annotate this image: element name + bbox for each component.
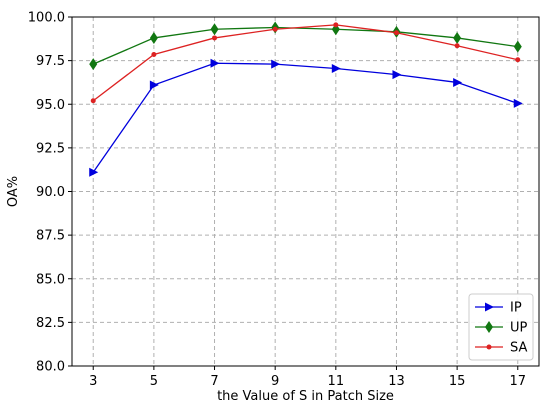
legend-item-up: UP bbox=[475, 321, 528, 336]
data-point-ip bbox=[271, 59, 281, 69]
x-axis-label: the Value of S in Patch Size bbox=[217, 389, 394, 404]
series-ip bbox=[89, 58, 523, 177]
x-tick-label: 5 bbox=[150, 374, 158, 389]
data-point-ip bbox=[210, 58, 220, 68]
y-tick-label: 92.5 bbox=[36, 141, 65, 156]
y-tick-label: 100.0 bbox=[28, 11, 65, 26]
data-point-up bbox=[89, 58, 98, 71]
data-point-up bbox=[210, 23, 219, 36]
data-point-up bbox=[513, 40, 522, 53]
legend: IP UP SA bbox=[468, 293, 534, 361]
data-point-ip bbox=[392, 70, 402, 80]
legend-marker bbox=[485, 302, 494, 312]
legend-marker bbox=[486, 344, 492, 350]
data-point-up bbox=[149, 31, 158, 44]
legend-label: SA bbox=[510, 341, 527, 356]
ticks: 3 5 7 9 11 13 15 17 80.0 82.5 85.0 87.5 90.0 92.5 95.0… bbox=[28, 11, 526, 390]
y-tick-label: 82.5 bbox=[36, 316, 65, 331]
series-layer bbox=[89, 21, 523, 177]
data-point-sa bbox=[454, 43, 460, 49]
legend-item-sa: SA bbox=[475, 341, 527, 356]
y-tick-label: 95.0 bbox=[36, 98, 65, 113]
x-tick-label: 11 bbox=[328, 374, 345, 389]
data-point-sa bbox=[272, 26, 278, 32]
x-tick-label: 9 bbox=[271, 374, 279, 389]
legend-marker bbox=[485, 321, 493, 333]
x-tick-label: 3 bbox=[89, 374, 97, 389]
series-line-up bbox=[92, 26, 518, 65]
x-tick-label: 13 bbox=[388, 374, 405, 389]
data-point-ip bbox=[453, 77, 463, 87]
y-tick-label: 87.5 bbox=[36, 229, 65, 244]
series-up bbox=[89, 21, 522, 71]
legend-item-ip: IP bbox=[475, 301, 522, 316]
legend-label: IP bbox=[510, 301, 522, 316]
y-tick-label: 90.0 bbox=[36, 185, 65, 200]
legend-label: UP bbox=[510, 321, 528, 336]
x-tick-label: 15 bbox=[449, 374, 466, 389]
y-tick-label: 97.5 bbox=[36, 54, 65, 69]
data-point-ip bbox=[331, 63, 341, 73]
y-tick-label: 85.0 bbox=[36, 272, 65, 287]
series-sa bbox=[90, 22, 521, 104]
data-point-ip bbox=[89, 167, 99, 177]
x-tick-label: 7 bbox=[210, 374, 218, 389]
x-tick-label: 17 bbox=[509, 374, 526, 389]
data-point-sa bbox=[151, 52, 157, 58]
data-point-sa bbox=[515, 57, 521, 63]
data-point-ip bbox=[149, 80, 159, 90]
series-line-sa bbox=[92, 24, 518, 102]
data-point-up bbox=[453, 31, 462, 44]
y-axis-label: OA% bbox=[6, 176, 21, 207]
data-point-sa bbox=[212, 35, 218, 41]
series-line-ip bbox=[92, 62, 518, 173]
y-tick-label: 80.0 bbox=[36, 360, 65, 375]
data-point-sa bbox=[90, 98, 96, 104]
data-point-sa bbox=[333, 22, 339, 28]
data-point-ip bbox=[513, 98, 523, 108]
data-point-sa bbox=[393, 30, 399, 36]
